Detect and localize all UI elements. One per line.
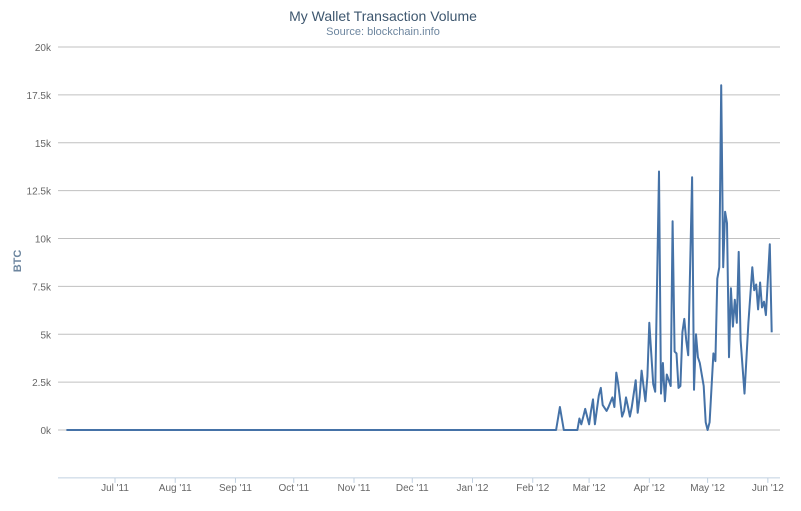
x-tick-label: Nov '11	[338, 483, 371, 494]
x-tick-label: Sep '11	[219, 483, 252, 494]
y-tick-label: 15k	[35, 139, 52, 150]
x-tick-label: Aug '11	[159, 483, 192, 494]
series-line	[66, 84, 773, 431]
chart-title: My Wallet Transaction Volume	[289, 8, 477, 24]
y-tick-label: 12.5k	[27, 187, 52, 198]
x-tick-label: Mar '12	[573, 483, 606, 494]
y-tick-label: 17.5k	[27, 91, 52, 102]
y-tick-label: 10k	[35, 235, 52, 246]
x-tick-label: Feb '12	[516, 483, 549, 494]
y-tick-label: 20k	[35, 43, 52, 54]
y-tick-label: 2.5k	[32, 378, 52, 389]
y-tick-label: 7.5k	[32, 282, 52, 293]
y-tick-label: 0k	[40, 426, 52, 437]
x-tick-label: Jun '12	[752, 483, 784, 494]
x-tick-label: Jan '12	[457, 483, 489, 494]
x-tick-label: Jul '11	[101, 483, 129, 494]
x-tick-label: Oct '11	[278, 483, 309, 494]
x-tick-label: Dec '11	[396, 483, 429, 494]
chart-subtitle: Source: blockchain.info	[326, 26, 440, 38]
y-axis-label: BTC	[12, 250, 24, 273]
y-tick-label: 5k	[40, 330, 52, 341]
x-tick-label: May '12	[690, 483, 725, 494]
x-tick-label: Apr '12	[634, 483, 666, 494]
